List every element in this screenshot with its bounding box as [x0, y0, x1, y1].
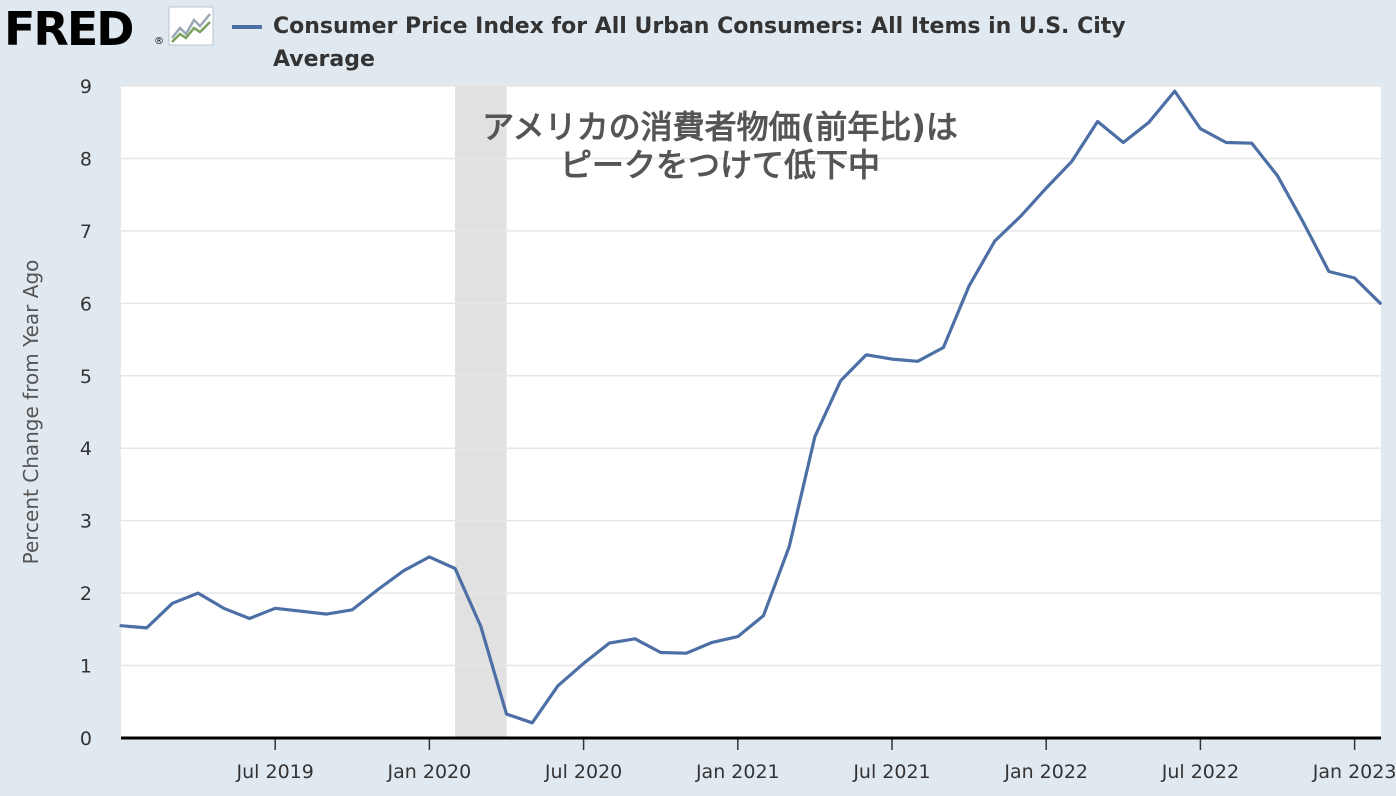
- x-tick-label: Jul 2019: [236, 761, 314, 783]
- plot-area: [121, 86, 1381, 738]
- chart-line-icon: [168, 6, 214, 46]
- x-tick-label: Jan 2022: [1003, 761, 1088, 783]
- y-tick-label: 6: [80, 293, 92, 315]
- y-tick-label: 8: [80, 148, 92, 170]
- x-axis-ticks: Jul 2019 Jan 2020 Jul 2020 Jan 2021 Jul 2021…: [236, 738, 1396, 783]
- chart-header: FRED ® Consumer Price Index for All Urba…: [0, 0, 1396, 80]
- x-tick-label: Jul 2021: [852, 761, 930, 783]
- y-tick-label: 1: [80, 656, 92, 678]
- x-tick-label: Jan 2020: [387, 761, 472, 783]
- series-line-cpi[interactable]: [119, 89, 1382, 725]
- y-axis-ticks: 0 1 2 3 4 5 6 7 8 9: [80, 76, 92, 750]
- chart-title-line-1: アメリカの消費者物価(前年比)は: [482, 108, 958, 146]
- x-tick-label: Jul 2022: [1161, 761, 1239, 783]
- grid-lines: [121, 85, 1381, 667]
- x-tick-label: Jan 2021: [695, 761, 780, 783]
- y-tick-label: 9: [80, 76, 92, 98]
- x-tick-label: Jan 2023: [1312, 761, 1396, 783]
- y-tick-label: 3: [80, 511, 92, 533]
- fred-logo[interactable]: FRED: [4, 2, 134, 56]
- y-tick-label: 2: [80, 583, 92, 605]
- legend-swatch: [232, 25, 262, 29]
- registered-mark: ®: [154, 36, 164, 47]
- y-tick-label: 5: [80, 366, 92, 388]
- x-tick-label: Jul 2020: [544, 761, 622, 783]
- y-tick-label: 0: [80, 728, 92, 750]
- recession-band: [455, 86, 507, 738]
- y-tick-label: 4: [80, 438, 92, 460]
- chart-title-line-2: ピークをつけて低下中: [560, 146, 880, 184]
- y-axis-title: Percent Change from Year Ago: [19, 260, 43, 565]
- y-tick-label: 7: [80, 221, 92, 243]
- legend-series-label[interactable]: Consumer Price Index for All Urban Consu…: [273, 14, 1126, 72]
